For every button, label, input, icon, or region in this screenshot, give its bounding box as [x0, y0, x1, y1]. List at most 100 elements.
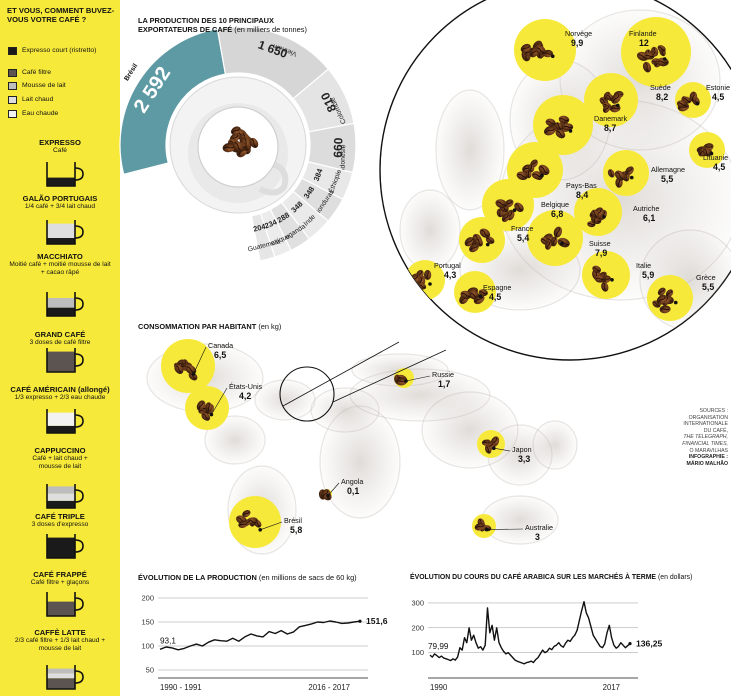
consumption-bubble-allemagne: [603, 150, 649, 196]
coffee-bean-icon: [535, 45, 546, 55]
country-value-grece: 5,5: [702, 282, 715, 292]
end-value-label: 136,25: [636, 639, 663, 649]
consumption-bubble-australie: [472, 514, 524, 538]
country-name-angola: Angola: [341, 477, 364, 486]
coffee-bean-icon: [665, 289, 674, 298]
legend-swatch: [8, 82, 17, 90]
country-value-autriche: 6,1: [643, 213, 656, 223]
country-name-bresil: Brésil: [284, 516, 302, 525]
source-line: SOURCES :: [699, 408, 728, 414]
drink-macchiato: MACCHIATO Moitié café + moitié mousse de …: [0, 252, 120, 277]
coffee-bean-icon: [479, 228, 491, 239]
cup-icon: [46, 409, 84, 434]
coffee-bean-icon: [481, 439, 491, 446]
donut-title: LA PRODUCTION DES 10 PRINCIPAUX EXPORTAT…: [138, 16, 274, 34]
coffee-bean-icon: [601, 282, 609, 292]
consumption-title: CONSOMMATION PAR HABITANT: [138, 322, 257, 331]
country-value-belgique: 6,8: [551, 209, 564, 219]
consumption-bubble-canada: [161, 339, 215, 393]
country-name-allemagne: Allemagne: [651, 165, 685, 174]
consumption-bubble-japon: [477, 430, 511, 458]
start-value-label: 93,1: [160, 636, 176, 645]
drink-description: Café + lait chaud + mousse de lait: [32, 455, 88, 470]
production-title: ÉVOLUTION DE LA PRODUCTION: [138, 573, 257, 582]
coffee-bean-icon: [201, 412, 211, 421]
sources-lines: SOURCES : ORGANISATION INTERNATIONALE DU CA…: [656, 408, 728, 454]
end-value-label: 151,6: [366, 616, 388, 626]
country-name-danemark: Danemark: [594, 114, 628, 123]
consumption-bubble-grece: [647, 275, 693, 321]
country-name-etats-unis: États-Unis: [229, 382, 263, 391]
cup-icon: [46, 162, 84, 187]
country-value-lituanie: 4,5: [713, 162, 726, 172]
donut-subtitle: (en milliers de tonnes): [234, 25, 307, 34]
cup-icon: [46, 292, 84, 317]
source-line: DU CAFÉ,: [703, 427, 728, 434]
coffee-bean-icon: [424, 269, 432, 280]
legend-swatch: [8, 69, 17, 77]
y-tick-label: 200: [411, 623, 424, 632]
coffee-bean-icon: [702, 148, 710, 157]
donut-value-ethiopie: 384: [312, 167, 325, 183]
coffee-bean-icon: [478, 289, 488, 297]
coffee-bean-icon: [551, 236, 558, 246]
country-value-espagne: 4,5: [489, 292, 502, 302]
country-name-suede: Suède: [650, 83, 671, 92]
coffee-bean-icon: [205, 402, 213, 413]
consumption-bubble-finlande: [621, 17, 691, 87]
coffee-bean-icon: [614, 170, 625, 181]
end-point: [358, 619, 362, 623]
drink-galao-portugais: GALÃO PORTUGAIS 1/4 café + 3/4 lait chaud: [0, 194, 120, 211]
donut-slice-bresil: [119, 28, 227, 176]
country-value-estonie: 4,5: [712, 92, 725, 102]
y-tick-label: 100: [411, 648, 424, 657]
production-title-block: ÉVOLUTION DE LA PRODUCTION (en millions …: [138, 573, 398, 582]
coffee-bean-icon: [485, 446, 492, 454]
coffee-bean-icon: [464, 237, 475, 247]
drink-grand-cafe: GRAND CAFÉ 3 doses de café filtre: [0, 330, 120, 347]
donut-value-guatemala: 204: [252, 222, 267, 234]
consumption-bubble-danemark: [533, 95, 593, 155]
source-line: O MARAVILHAS: [689, 447, 728, 454]
y-tick-label: 150: [141, 618, 154, 627]
drink-name: CAFÉ TRIPLE: [35, 512, 85, 521]
country-value-pays-bas: 8,4: [576, 190, 589, 200]
coffee-bean-icon: [495, 199, 508, 209]
coffee-bean-icon: [594, 274, 606, 283]
coffee-bean-icon: [520, 43, 531, 53]
consumption-bubble-belgique: [482, 179, 534, 231]
country-value-norvege: 9,9: [571, 38, 584, 48]
country-value-bresil: 5,8: [290, 525, 303, 535]
cup-handle: [258, 160, 289, 196]
country-value-portugal: 4,3: [444, 270, 457, 280]
drink-name: CAFÉ FRAPPÉ: [33, 570, 87, 579]
legend-label: Eau chaude: [22, 110, 59, 117]
source-line: THE TELEGRAPH,: [683, 434, 728, 441]
x-tick-label: 1990 - 1991: [160, 683, 202, 692]
country-value-suede: 8,2: [656, 92, 669, 102]
coffee-bean-icon: [607, 169, 615, 178]
consumption-bubble-suisse: [527, 210, 583, 266]
drink-name: EXPRESSO: [39, 138, 81, 147]
coffee-bean-icon: [676, 100, 687, 108]
drink-description: Moitié café + moitié mousse de lait + ca…: [9, 261, 111, 276]
drink-description: 2/3 café filtre + 1/3 lait chaud + mouss…: [14, 637, 106, 652]
coffee-bean-icon: [622, 172, 630, 182]
coffee-bean-icon: [557, 237, 570, 248]
world-map: [146, 339, 578, 555]
drink-description: 3 doses de café filtre: [29, 339, 91, 346]
coffee-bean-icon: [232, 140, 244, 153]
series-line: [159, 620, 361, 651]
coffee-bean-icon: [474, 522, 485, 531]
coffee-bean-icon: [553, 226, 563, 238]
coffee-bean-icon: [485, 236, 495, 244]
coffee-bean-icon: [543, 125, 556, 136]
drink-name: MACCHIATO: [37, 252, 83, 261]
country-value-suisse: 7,9: [595, 248, 608, 258]
country-name-japon: Japon: [512, 445, 532, 454]
country-name-russie: Russie: [432, 370, 454, 379]
country-name-grece: Grèce: [696, 273, 716, 282]
x-tick-label: 1990: [430, 683, 448, 692]
source-line: FINANCIAL TIMES,: [682, 440, 728, 447]
